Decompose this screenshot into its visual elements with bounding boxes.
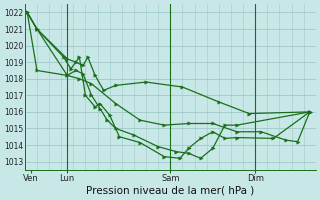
X-axis label: Pression niveau de la mer( hPa ): Pression niveau de la mer( hPa ) (86, 186, 254, 196)
